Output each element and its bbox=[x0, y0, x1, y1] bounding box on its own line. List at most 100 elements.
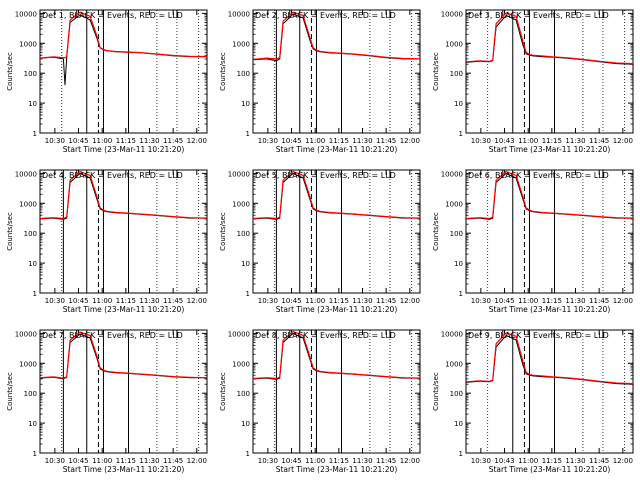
x-tick-label: 11:30 bbox=[565, 457, 585, 465]
x-tick-label: 11:15 bbox=[329, 457, 349, 465]
x-tick-label: 11:30 bbox=[139, 297, 159, 305]
series-line-lld bbox=[39, 11, 208, 59]
series-line-lld bbox=[252, 170, 421, 220]
x-axis-label: Start Time (23-Mar-11 10:21:20) bbox=[489, 305, 611, 314]
series-line-lld bbox=[252, 11, 421, 60]
x-axis-label: Start Time (23-Mar-11 10:21:20) bbox=[63, 145, 185, 154]
x-tick-label: 11:00 bbox=[305, 457, 325, 465]
x-tick-label: 10:30 bbox=[471, 137, 491, 145]
x-tick-label: 11:15 bbox=[329, 297, 349, 305]
x-tick-label: 11:15 bbox=[542, 297, 562, 305]
plot-frame bbox=[39, 169, 208, 294]
plot-frame bbox=[465, 9, 634, 134]
y-tick-label: 1000 bbox=[232, 360, 250, 368]
x-tick-label: 10:30 bbox=[471, 457, 491, 465]
series-line-lld bbox=[39, 170, 208, 220]
x-tick-label: 12:00 bbox=[400, 297, 420, 305]
plot-frame bbox=[252, 169, 421, 294]
y-tick-label: 10 bbox=[454, 420, 463, 428]
plot-frame bbox=[39, 9, 208, 134]
x-axis-label: Start Time (23-Mar-11 10:21:20) bbox=[63, 465, 185, 474]
x-tick-label: 11:45 bbox=[376, 297, 396, 305]
y-tick-label: 10 bbox=[241, 100, 250, 108]
x-tick-label: 11:30 bbox=[352, 137, 372, 145]
x-tick-label: 10:30 bbox=[45, 297, 65, 305]
plot-frame bbox=[465, 329, 634, 454]
x-tick-label: 10:45 bbox=[494, 297, 514, 305]
y-axis-label: Counts/sec bbox=[432, 212, 440, 251]
x-tick-label: 12:00 bbox=[187, 137, 207, 145]
x-tick-label: 12:00 bbox=[187, 457, 207, 465]
x-tick-label: 10:45 bbox=[281, 137, 301, 145]
x-tick-label: 10:45 bbox=[68, 297, 88, 305]
x-tick-label: 12:00 bbox=[400, 457, 420, 465]
x-tick-label: 11:00 bbox=[92, 137, 112, 145]
x-tick-label: 11:45 bbox=[589, 137, 609, 145]
x-tick-label: 12:00 bbox=[613, 457, 633, 465]
chart-title: Det 4, BLACK = Events, RED = LLD bbox=[42, 171, 183, 180]
x-tick-label: 11:30 bbox=[565, 297, 585, 305]
series-line-lld bbox=[252, 330, 421, 380]
x-tick-label: 11:30 bbox=[565, 137, 585, 145]
y-tick-label: 10000 bbox=[441, 10, 463, 18]
y-tick-label: 10 bbox=[454, 100, 463, 108]
y-tick-label: 1 bbox=[246, 290, 250, 298]
x-axis-label: Start Time (23-Mar-11 10:21:20) bbox=[63, 305, 185, 314]
y-tick-label: 1000 bbox=[19, 200, 37, 208]
y-tick-label: 100 bbox=[450, 230, 463, 238]
chart-panel-3: 1 10 100 1000 10000 10:30 10:43 11:00 11:15 11:30… bbox=[432, 9, 634, 154]
y-axis-label: Counts/sec bbox=[219, 52, 227, 91]
y-tick-label: 10000 bbox=[15, 330, 37, 338]
chart-panel-7: 1 10 100 1000 10000 10:30 10:45 11:00 11:15 11:30… bbox=[6, 329, 208, 474]
y-tick-label: 100 bbox=[237, 230, 250, 238]
y-tick-label: 1 bbox=[459, 450, 463, 458]
x-tick-label: 11:00 bbox=[518, 137, 538, 145]
x-tick-label: 11:45 bbox=[376, 457, 396, 465]
y-tick-label: 1000 bbox=[445, 40, 463, 48]
plot-frame bbox=[252, 9, 421, 134]
x-tick-label: 11:45 bbox=[589, 297, 609, 305]
y-tick-label: 1000 bbox=[445, 360, 463, 368]
x-tick-label: 11:00 bbox=[305, 297, 325, 305]
y-tick-label: 1000 bbox=[232, 200, 250, 208]
chart-title: Det 1, BLACK = Events, RED = LLD bbox=[42, 11, 183, 20]
x-tick-label: 11:30 bbox=[352, 297, 372, 305]
x-tick-label: 11:30 bbox=[139, 137, 159, 145]
y-tick-label: 10000 bbox=[441, 330, 463, 338]
y-tick-label: 10000 bbox=[228, 330, 250, 338]
y-tick-label: 1000 bbox=[232, 40, 250, 48]
x-tick-label: 10:30 bbox=[258, 137, 278, 145]
y-tick-label: 10000 bbox=[228, 10, 250, 18]
x-tick-label: 11:15 bbox=[542, 457, 562, 465]
chart-panel-5: 1 10 100 1000 10000 10:30 10:45 11:00 11:15 11:30… bbox=[219, 169, 421, 314]
y-tick-label: 1000 bbox=[445, 200, 463, 208]
y-tick-label: 10 bbox=[454, 260, 463, 268]
x-tick-label: 11:45 bbox=[163, 457, 183, 465]
chart-panel-1: 1 10 100 1000 10000 10:30 10:45 11:00 11:15 11:30… bbox=[6, 9, 208, 154]
y-axis-label: Counts/sec bbox=[219, 372, 227, 411]
x-tick-label: 11:45 bbox=[163, 137, 183, 145]
x-tick-label: 12:00 bbox=[187, 297, 207, 305]
y-tick-label: 1 bbox=[246, 130, 250, 138]
y-axis-label: Counts/sec bbox=[432, 372, 440, 411]
x-tick-label: 12:00 bbox=[613, 297, 633, 305]
series-line-events bbox=[252, 13, 420, 62]
y-tick-label: 1 bbox=[459, 290, 463, 298]
x-tick-label: 11:00 bbox=[92, 297, 112, 305]
y-tick-label: 100 bbox=[237, 390, 250, 398]
x-tick-label: 12:00 bbox=[613, 137, 633, 145]
x-tick-label: 10:30 bbox=[45, 457, 65, 465]
x-tick-label: 11:00 bbox=[305, 137, 325, 145]
x-tick-label: 11:00 bbox=[518, 457, 538, 465]
x-tick-label: 10:30 bbox=[471, 297, 491, 305]
y-tick-label: 100 bbox=[24, 390, 37, 398]
x-tick-label: 11:30 bbox=[139, 457, 159, 465]
y-tick-label: 100 bbox=[24, 70, 37, 78]
y-tick-label: 100 bbox=[450, 390, 463, 398]
y-tick-label: 10000 bbox=[15, 10, 37, 18]
x-tick-label: 11:30 bbox=[352, 457, 372, 465]
chart-panel-4: 1 10 100 1000 10000 10:30 10:45 11:00 11:15 11:30… bbox=[6, 169, 208, 314]
chart-title: Det 2, BLACK = Events, RED = LLD bbox=[255, 11, 396, 20]
chart-panel-8: 1 10 100 1000 10000 10:30 10:45 11:00 11:15 11:30… bbox=[219, 329, 421, 474]
chart-title: Det 3, BLACK = Events, RED = LLD bbox=[468, 11, 609, 20]
